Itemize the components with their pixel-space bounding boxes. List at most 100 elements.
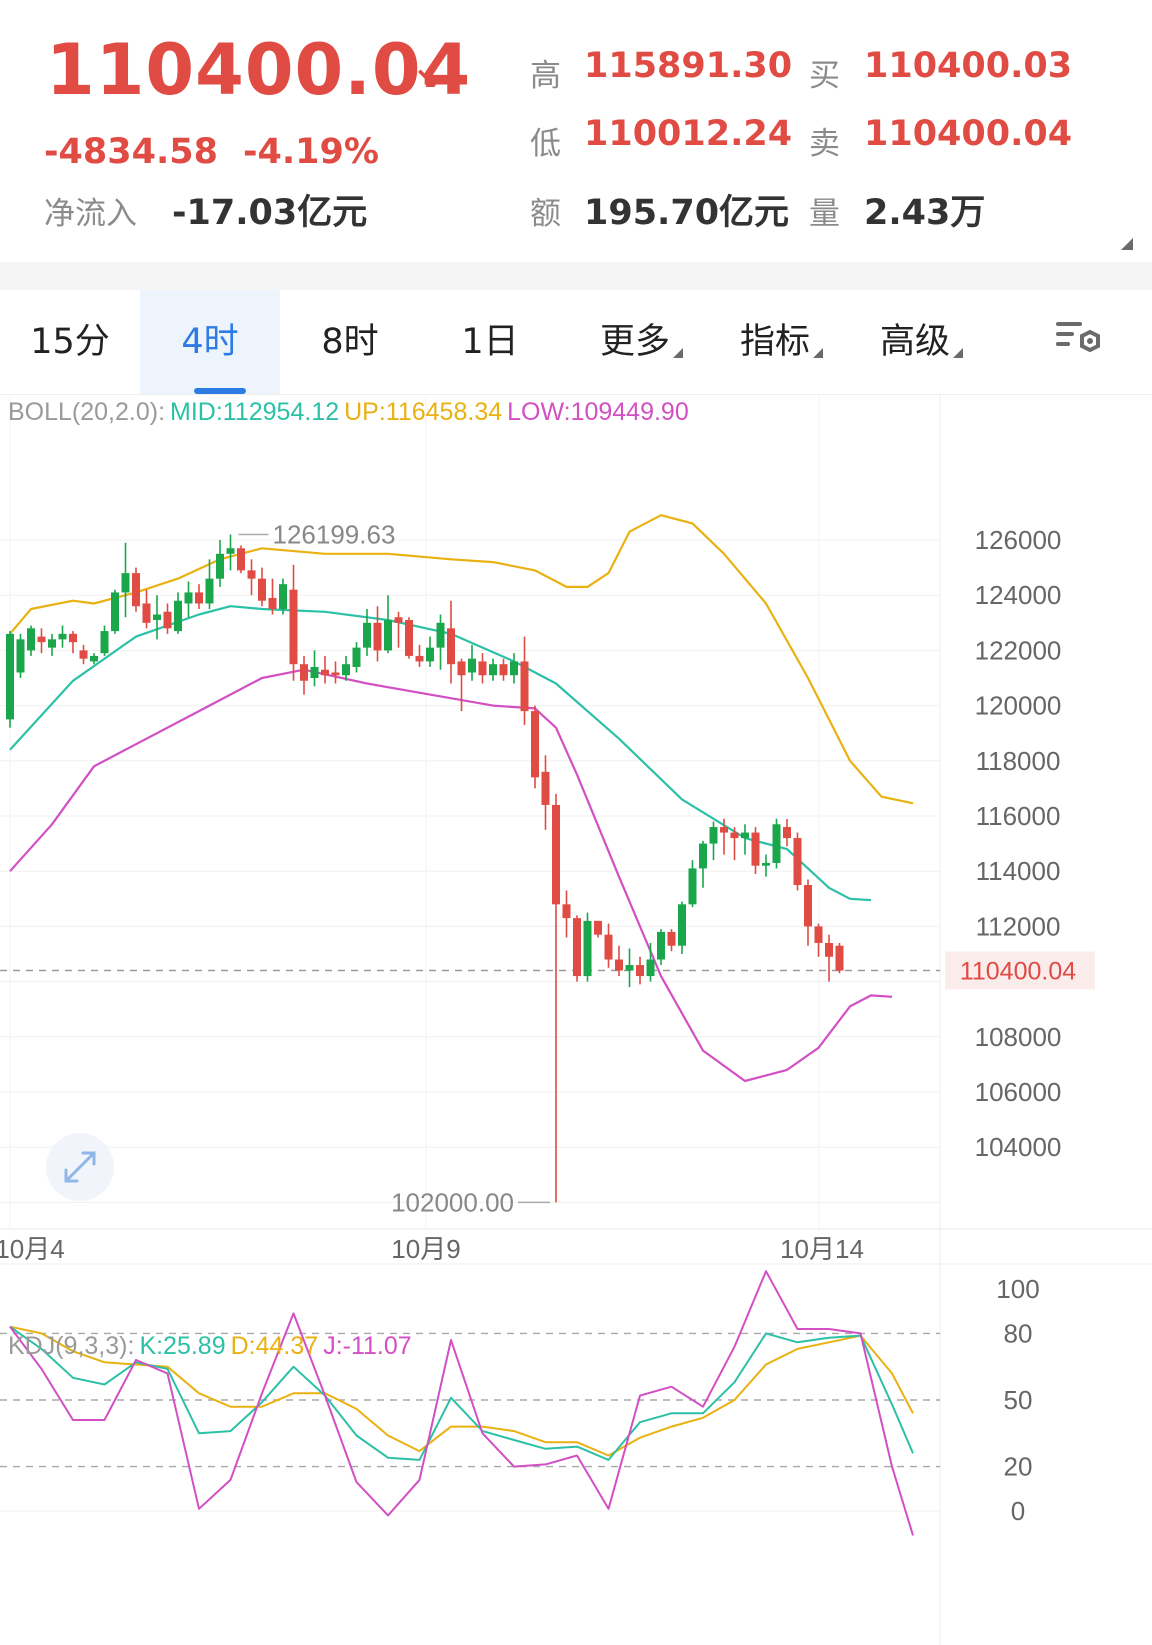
price-change-percent: -4.19%	[243, 132, 379, 172]
candle-body	[79, 650, 88, 659]
tab-label: 8时	[321, 322, 379, 362]
candle-body	[457, 661, 466, 676]
tab-more[interactable]: 更多	[565, 290, 705, 394]
boll-legend: BOLL(20,2.0): MID:112954.12 UP:116458.34 LO…	[8, 398, 689, 426]
candle-body	[783, 827, 791, 839]
turnover-label: 额	[530, 196, 561, 232]
candle-body	[625, 965, 634, 971]
y-axis-tick-label: 106000	[975, 1077, 1062, 1107]
kdj-y-tick-label: 100	[996, 1274, 1039, 1304]
tab-15min[interactable]: 15分	[0, 290, 140, 394]
main-chart-grid	[0, 394, 1152, 1645]
expand-stats-icon[interactable]	[1121, 238, 1133, 250]
candle	[331, 661, 340, 684]
chart-area[interactable]: 100 80 50 20 0 126000 124000 122000 120000 11800…	[0, 394, 1152, 1645]
candle	[69, 631, 77, 654]
candlesticks	[6, 534, 844, 1203]
candle-body	[90, 655, 98, 662]
candle	[804, 879, 812, 946]
candle-body	[825, 942, 833, 957]
tab-label: 15分	[30, 322, 110, 362]
candle	[720, 818, 728, 855]
y-axis-tick-label: 114000	[976, 856, 1061, 886]
candle	[709, 821, 718, 861]
kdj-d-line	[9, 1325, 914, 1457]
tab-1d[interactable]: 1日	[420, 290, 560, 394]
candle-body	[594, 920, 602, 935]
candle	[415, 644, 424, 667]
candle	[499, 658, 508, 681]
candle-body	[279, 584, 287, 609]
candle-body	[678, 904, 686, 946]
y-axis-tick-label: 104000	[975, 1132, 1062, 1162]
candle-body	[531, 711, 539, 778]
candle-body	[310, 666, 319, 678]
section-divider	[0, 262, 1152, 290]
candle-body	[583, 920, 592, 977]
legend-item: LOW:109449.90	[507, 398, 689, 426]
kdj-y-tick-label: 20	[1004, 1452, 1033, 1482]
min-price-label: 102000.00	[391, 1187, 514, 1217]
candle-body	[132, 573, 140, 607]
candle-body	[258, 578, 266, 601]
candle	[636, 956, 644, 985]
candle-body	[48, 639, 56, 648]
candle	[310, 650, 319, 687]
tab-4h[interactable]: 4时	[140, 290, 280, 394]
candle	[268, 578, 277, 615]
candle-body	[720, 827, 728, 833]
last-price: 110400.04	[46, 29, 472, 111]
candle	[90, 653, 98, 665]
candle	[436, 614, 445, 670]
candle-body	[111, 592, 119, 632]
candle-body	[37, 636, 46, 643]
y-axis-tick-label: 124000	[975, 580, 1062, 610]
chart-settings-button[interactable]	[1030, 290, 1130, 394]
volume-value: 2.43万	[864, 193, 986, 233]
candle	[163, 603, 172, 634]
candle-body	[751, 832, 760, 866]
candle	[646, 942, 655, 982]
expand-button[interactable]	[46, 1133, 114, 1201]
kdj-y-tick-label: 80	[1004, 1318, 1033, 1348]
low-label: 低	[530, 126, 561, 162]
candle-body	[835, 945, 844, 971]
candle	[142, 589, 151, 629]
bollinger-bands	[9, 514, 914, 1083]
tab-label: 4时	[181, 322, 239, 362]
max-price-label: 126199.63	[273, 519, 396, 549]
y-axis-tick-label: 108000	[975, 1022, 1062, 1052]
candle	[562, 890, 571, 938]
kdj-indicator-name: KDJ(9,3,3):	[8, 1332, 134, 1360]
candle-body	[195, 592, 203, 604]
candle	[352, 642, 361, 673]
candle	[58, 625, 67, 648]
candle-body	[793, 838, 802, 885]
turnover-value: 195.70亿元	[584, 193, 790, 233]
candle-body	[184, 592, 193, 604]
candle	[552, 793, 560, 1203]
chart-settings-icon	[1056, 322, 1100, 353]
candle	[478, 653, 487, 684]
candle-body	[709, 827, 718, 844]
candle-body	[510, 661, 518, 676]
candle	[625, 948, 634, 988]
candle	[510, 653, 518, 684]
candle	[741, 824, 749, 855]
candle-body	[16, 639, 25, 673]
legend-item: D:44.37	[231, 1332, 319, 1360]
main-chart-labels: 126000 124000 122000 120000 118000 116000 1140…	[0, 519, 1095, 1264]
x-axis-tick-label: 10月14	[780, 1234, 864, 1264]
tab-advanced[interactable]: 高级	[845, 290, 985, 394]
current-price-label: 110400.04	[960, 958, 1076, 986]
candle-body	[657, 931, 665, 960]
bid-label: 买	[809, 58, 840, 94]
kdj-j-line	[9, 1270, 914, 1536]
tab-8h[interactable]: 8时	[280, 290, 420, 394]
tab-indicators[interactable]: 指标	[705, 290, 845, 394]
candle	[583, 912, 592, 982]
y-axis-tick-label: 126000	[975, 525, 1062, 555]
candle-body	[499, 664, 508, 676]
candle	[468, 644, 476, 681]
candle	[688, 860, 697, 908]
